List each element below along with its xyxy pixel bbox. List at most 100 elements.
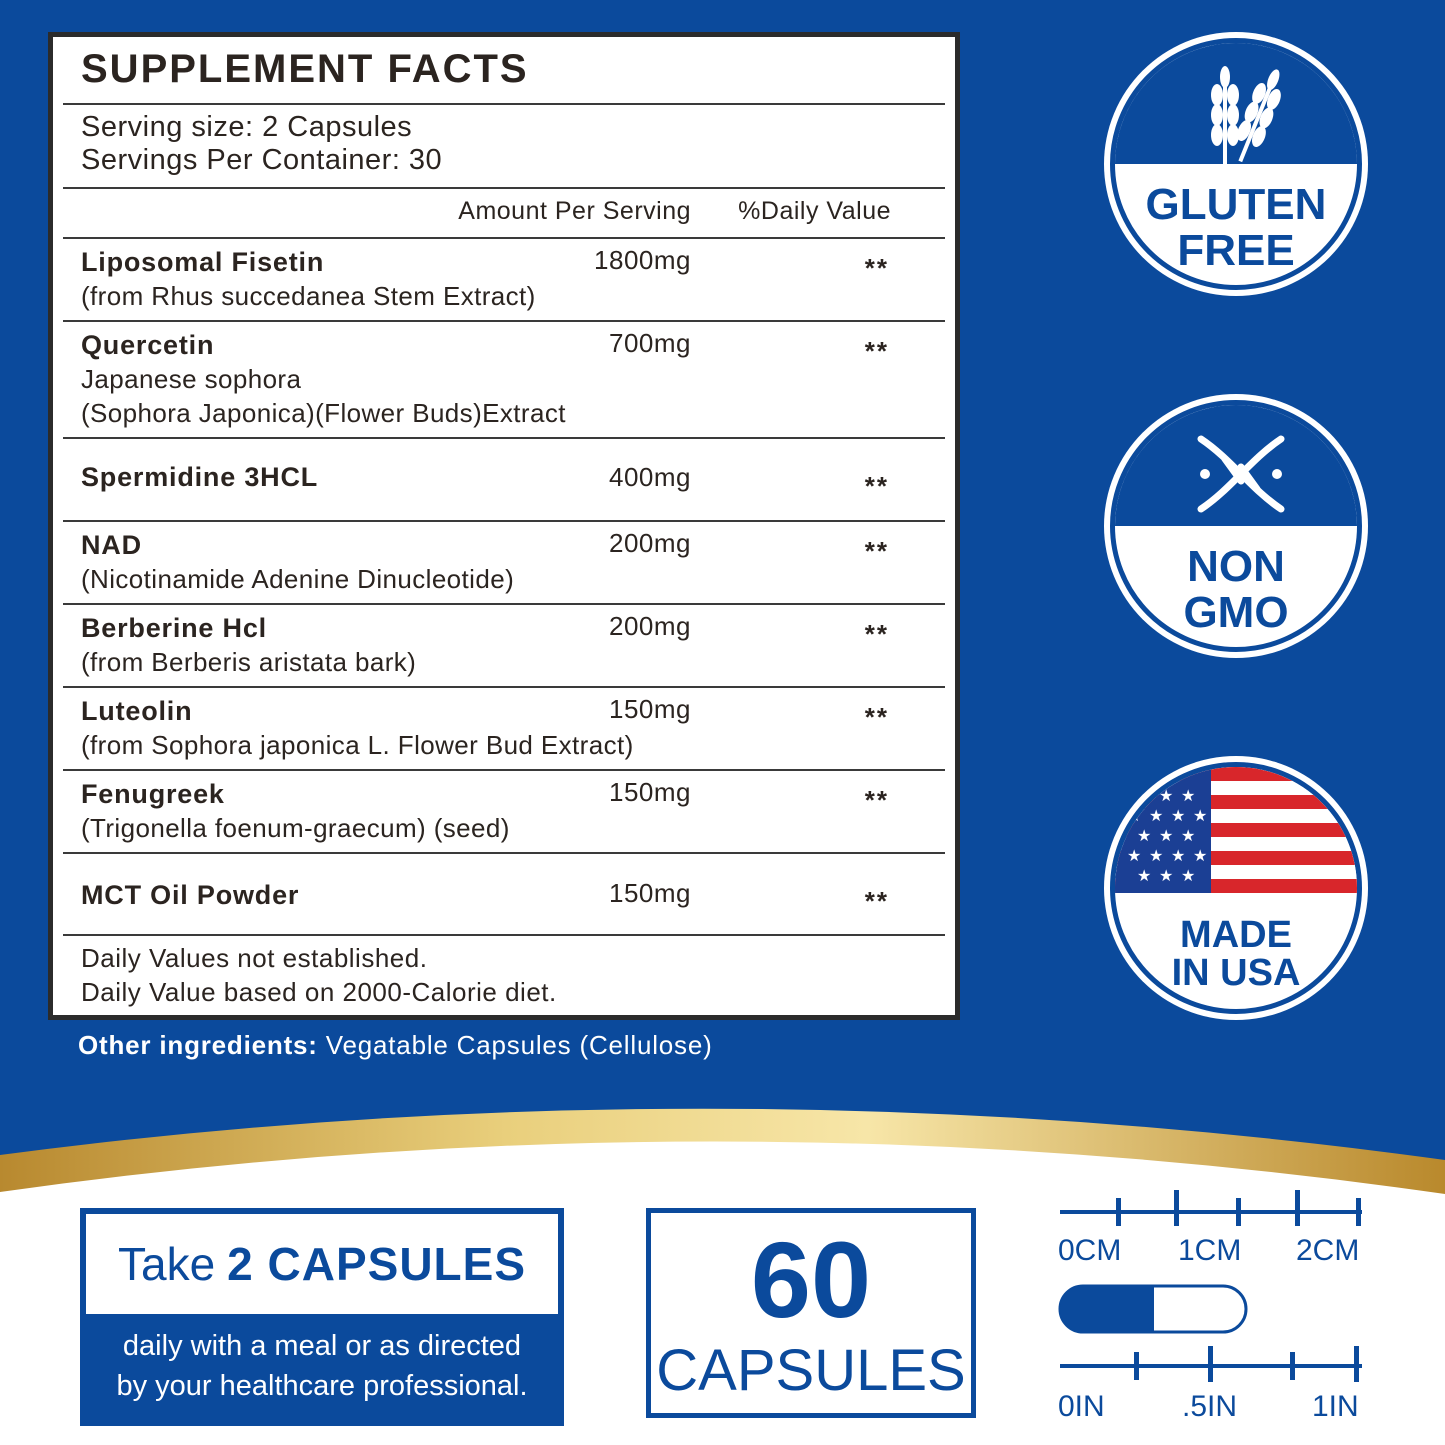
- ingredient-amount: 400mg: [609, 462, 691, 492]
- ingredient-amount: 150mg: [609, 777, 691, 807]
- ingredient-daily-value: **: [864, 702, 889, 732]
- svg-text:★: ★: [1159, 786, 1173, 805]
- ingredient-daily-value: **: [864, 536, 889, 566]
- svg-text:★: ★: [1127, 806, 1141, 825]
- dosage-line2: by your healthcare professional.: [116, 1370, 528, 1402]
- divider: [63, 320, 945, 322]
- facts-title: SUPPLEMENT FACTS: [81, 47, 529, 91]
- divider: [63, 237, 945, 239]
- svg-text:★: ★: [1181, 786, 1195, 805]
- supplement-facts-panel: SUPPLEMENT FACTS Serving size: 2 Capsule…: [48, 32, 960, 1020]
- capsule-count-label: CAPSULES: [656, 1338, 966, 1403]
- divider: [63, 686, 945, 688]
- badge-line1: MADE: [1180, 914, 1292, 956]
- non-gmo-badge: NON GMO: [1104, 394, 1368, 658]
- ingredient-daily-value: **: [864, 471, 889, 501]
- made-in-usa-badge: ★ ★ ★ ★ ★ ★ ★ ★ ★ ★ ★ ★ ★ ★ ★ ★ ★ MADE IN USA: [1104, 756, 1368, 1020]
- gluten-free-badge: GLUTEN FREE: [1104, 32, 1368, 296]
- badge-line1: GLUTEN: [1145, 180, 1327, 229]
- badge-line2: IN USA: [1171, 952, 1301, 994]
- svg-text:★: ★: [1193, 846, 1207, 865]
- divider: [63, 187, 945, 189]
- ingredient-name: Liposomal Fisetin: [81, 247, 325, 277]
- svg-text:★: ★: [1193, 806, 1207, 825]
- dosage-take: Take: [117, 1238, 216, 1290]
- badge-line1: NON: [1187, 542, 1285, 591]
- ingredient-name: Quercetin: [81, 330, 215, 360]
- footnote-calorie-diet: Daily Value based on 2000-Calorie diet.: [81, 977, 557, 1007]
- other-ingredients-value: Vegatable Capsules (Cellulose): [325, 1030, 713, 1060]
- scale-label: 2CM: [1296, 1234, 1360, 1267]
- badge-line2: GMO: [1183, 588, 1289, 637]
- ingredient-amount: 1800mg: [594, 245, 691, 275]
- svg-text:★: ★: [1171, 806, 1185, 825]
- serving-size: Serving size: 2 Capsules: [81, 111, 413, 143]
- divider: [63, 603, 945, 605]
- svg-text:★: ★: [1181, 826, 1195, 845]
- svg-text:★: ★: [1127, 846, 1141, 865]
- scale-label: 1IN: [1312, 1390, 1359, 1423]
- us-flag-icon: ★ ★ ★ ★ ★ ★ ★ ★ ★ ★ ★ ★ ★ ★ ★ ★ ★: [1115, 767, 1357, 893]
- svg-text:★: ★: [1159, 826, 1173, 845]
- svg-text:★: ★: [1149, 846, 1163, 865]
- ingredient-source: (from Rhus succedanea Stem Extract): [81, 281, 536, 311]
- inch-ruler: [1060, 1346, 1362, 1382]
- svg-text:★: ★: [1171, 846, 1185, 865]
- footnote-not-established: Daily Values not established.: [81, 943, 428, 973]
- ingredient-name: NAD: [81, 530, 142, 560]
- ingredient-daily-value: **: [864, 253, 889, 283]
- ingredient-name: Spermidine 3HCL: [81, 462, 319, 492]
- ingredient-amount: 150mg: [609, 878, 691, 908]
- svg-text:★: ★: [1159, 866, 1173, 885]
- dosage-line1: daily with a meal or as directed: [122, 1330, 522, 1362]
- servings-per-container: Servings Per Container: 30: [81, 144, 443, 176]
- divider: [63, 520, 945, 522]
- dosage-instructions: daily with a meal or as directed by your…: [80, 1326, 564, 1406]
- ingredient-name: Fenugreek: [81, 779, 225, 809]
- capsule-icon: [1058, 1284, 1248, 1334]
- ingredient-daily-value: **: [864, 785, 889, 815]
- dosage-header: Take 2 CAPSULES: [86, 1214, 558, 1314]
- daily-value-column-header: %Daily Value: [738, 197, 891, 225]
- dna-icon: [1197, 435, 1285, 513]
- ingredient-daily-value: **: [864, 619, 889, 649]
- ingredient-amount: 700mg: [609, 328, 691, 358]
- svg-text:★: ★: [1137, 786, 1151, 805]
- other-ingredients-label: Other ingredients:: [78, 1030, 318, 1060]
- badge-line2: FREE: [1177, 226, 1295, 275]
- ingredient-source: (Nicotinamide Adenine Dinucleotide): [81, 564, 515, 594]
- ingredient-name: Berberine Hcl: [81, 613, 267, 643]
- capsule-count-box: 60 CAPSULES: [646, 1208, 976, 1418]
- amount-column-header: Amount Per Serving: [458, 197, 691, 225]
- ingredient-amount: 200mg: [609, 611, 691, 641]
- ingredient-source: (Trigonella foenum-graecum) (seed): [81, 813, 510, 843]
- capsule-count: 60: [750, 1219, 872, 1340]
- ingredient-amount: 200mg: [609, 528, 691, 558]
- ingredient-source: (Sophora Japonica)(Flower Buds)Extract: [81, 398, 566, 428]
- ingredient-daily-value: **: [864, 336, 889, 366]
- ingredient-name: Luteolin: [81, 696, 193, 726]
- divider: [63, 934, 945, 936]
- divider: [63, 769, 945, 771]
- dosage-box: Take 2 CAPSULES daily with a meal or as …: [80, 1208, 564, 1426]
- scale-label: .5IN: [1182, 1390, 1238, 1423]
- wheat-icon: [1211, 66, 1281, 165]
- ingredient-amount: 150mg: [609, 694, 691, 724]
- divider: [63, 852, 945, 854]
- dosage-amount: 2 CAPSULES: [227, 1238, 527, 1290]
- svg-text:★: ★: [1149, 806, 1163, 825]
- other-ingredients: Other ingredients: Vegatable Capsules (C…: [78, 1030, 713, 1061]
- scale-label: 0CM: [1058, 1234, 1122, 1267]
- ingredient-source: Japanese sophora: [81, 364, 302, 394]
- ingredient-daily-value: **: [864, 886, 889, 916]
- scale-label: 0IN: [1058, 1390, 1105, 1423]
- ingredient-name: MCT Oil Powder: [81, 880, 300, 910]
- ingredient-source: (from Berberis aristata bark): [81, 647, 417, 677]
- ingredient-source: (from Sophora japonica L. Flower Bud Ext…: [81, 730, 634, 760]
- svg-text:★: ★: [1137, 866, 1151, 885]
- svg-text:★: ★: [1137, 826, 1151, 845]
- cm-ruler: [1060, 1190, 1362, 1226]
- divider: [63, 437, 945, 439]
- scale-label: 1CM: [1178, 1234, 1242, 1267]
- svg-text:★: ★: [1181, 866, 1195, 885]
